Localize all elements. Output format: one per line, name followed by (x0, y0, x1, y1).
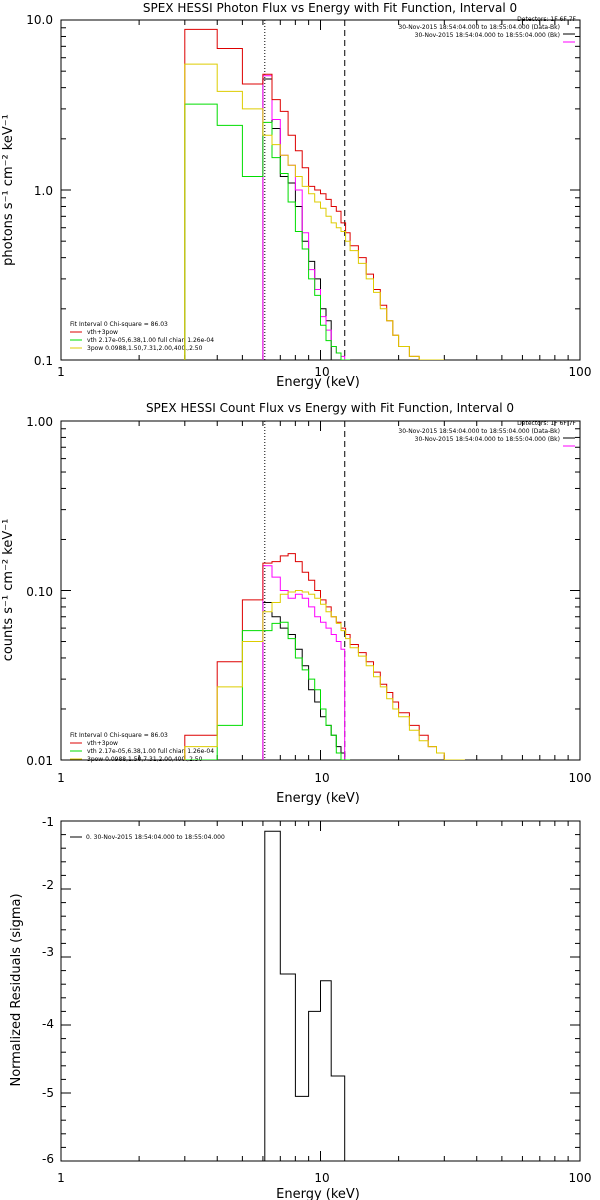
photon-flux-title: SPEX HESSI Photon Flux vs Energy with Fi… (143, 1, 517, 15)
count-flux-xtick-100: 100 (569, 771, 592, 785)
count-flux-legend-detectors: Detectors: 1F 6F 7F (517, 420, 576, 427)
count-flux-legend-fit-interval: Fit Interval 0 Chi-square = 86.03 (70, 732, 168, 739)
residuals-xtick-10: 10 (314, 1171, 329, 1185)
photon-flux-series-0-line (262, 78, 345, 360)
count-flux-xtick-1: 1 (57, 771, 65, 785)
photon-flux-legend-data-bk: 30-Nov-2015 18:54:04.000 to 18:55:04.000… (398, 24, 560, 31)
photon-flux-xtick-100: 100 (569, 365, 592, 379)
residuals-legend-interval: 0. 30-Nov-2015 18:54:04.000 to 18:55:04.… (86, 834, 225, 841)
photon-flux-xtick-10: 10 (314, 365, 329, 379)
count-flux-series-0-line (262, 602, 346, 760)
count-flux-ytick-0.01: 0.01 (26, 754, 53, 768)
photon-flux-ytick-0.1: 0.1 (34, 354, 53, 368)
photon-flux-legend-3pow: 3pow 0.0988,1.50,7.31,2.00,400.,2.50 (87, 345, 203, 352)
photon-flux-legend-bk: 30-Nov-2015 18:54:04.000 to 18:55:04.000… (415, 32, 560, 39)
count-flux-series-3-line (184, 621, 351, 760)
residuals-ytick-minus5: -5 (42, 1086, 54, 1100)
count-flux-legend-bk: 30-Nov-2015 18:54:04.000 to 18:55:04.000… (415, 436, 560, 443)
residuals-xlabel: Energy (keV) (276, 1187, 360, 1200)
count-flux-title: SPEX HESSI Count Flux vs Energy with Fit… (146, 401, 514, 415)
count-flux-ylabel: counts s⁻¹ cm⁻² keV⁻¹ (1, 519, 16, 662)
photon-flux-series-group (184, 28, 445, 360)
photon-flux-legend-vth-3pow: vth+3pow (87, 329, 118, 336)
photon-flux-xlabel: Energy (keV) (276, 375, 360, 390)
residuals-xtick-1: 1 (57, 1171, 65, 1185)
photon-flux-ytick-1: 1.0 (34, 184, 53, 198)
residuals-panel: Energy (keV) Normalized Residuals (sigma… (9, 815, 591, 1200)
photon-flux-series-4-line (184, 63, 445, 360)
count-flux-legend-data-bk: 30-Nov-2015 18:54:04.000 to 18:55:04.000… (398, 428, 560, 435)
count-flux-series-4-line (184, 590, 465, 760)
residuals-series-0-line (264, 830, 346, 1161)
photon-flux-series-1-line (262, 75, 346, 360)
residuals-xtick-100: 100 (569, 1171, 592, 1185)
count-flux-legend-vth: vth 2.17e-05,6.38,1.00 full chian 1.26e-… (87, 748, 214, 755)
count-flux-ytick-1: 1.00 (26, 415, 53, 429)
residuals-ylabel: Normalized Residuals (sigma) (9, 893, 24, 1086)
residuals-ytick-minus4: -4 (42, 1017, 54, 1031)
count-flux-legend-vth-3pow: vth+3pow (87, 740, 118, 747)
photon-flux-ylabel: photons s⁻¹ cm⁻² keV⁻¹ (1, 114, 16, 266)
residuals-series-group (264, 830, 346, 1161)
photon-flux-ytick-10: 10.0 (26, 13, 53, 27)
residuals-ytick-minus3: -3 (42, 945, 54, 959)
photon-flux-legend-fit-interval: Fit Interval 0 Chi-square = 86.03 (70, 321, 168, 328)
count-flux-xlabel: Energy (keV) (276, 791, 360, 806)
photon-flux-series-3-line (184, 103, 351, 360)
photon-flux-legend-vth: vth 2.17e-05,6.38,1.00 full chian 1.26e-… (87, 337, 214, 344)
count-flux-series-2-line (184, 553, 465, 760)
photon-flux-panel: SPEX HESSI Photon Flux vs Energy with Fi… (1, 1, 591, 390)
count-flux-xtick-10: 10 (314, 771, 329, 785)
photon-flux-xtick-1: 1 (57, 365, 65, 379)
count-flux-series-group (184, 553, 465, 760)
residuals-ytick-minus1: -1 (42, 815, 54, 829)
residuals-ytick-minus6: -6 (42, 1152, 54, 1166)
count-flux-panel: SPEX HESSI Count Flux vs Energy with Fit… (1, 401, 591, 806)
residuals-ytick-minus2: -2 (42, 878, 54, 892)
count-flux-series-1-line (262, 565, 346, 760)
count-flux-ytick-0.1: 0.10 (26, 585, 53, 599)
